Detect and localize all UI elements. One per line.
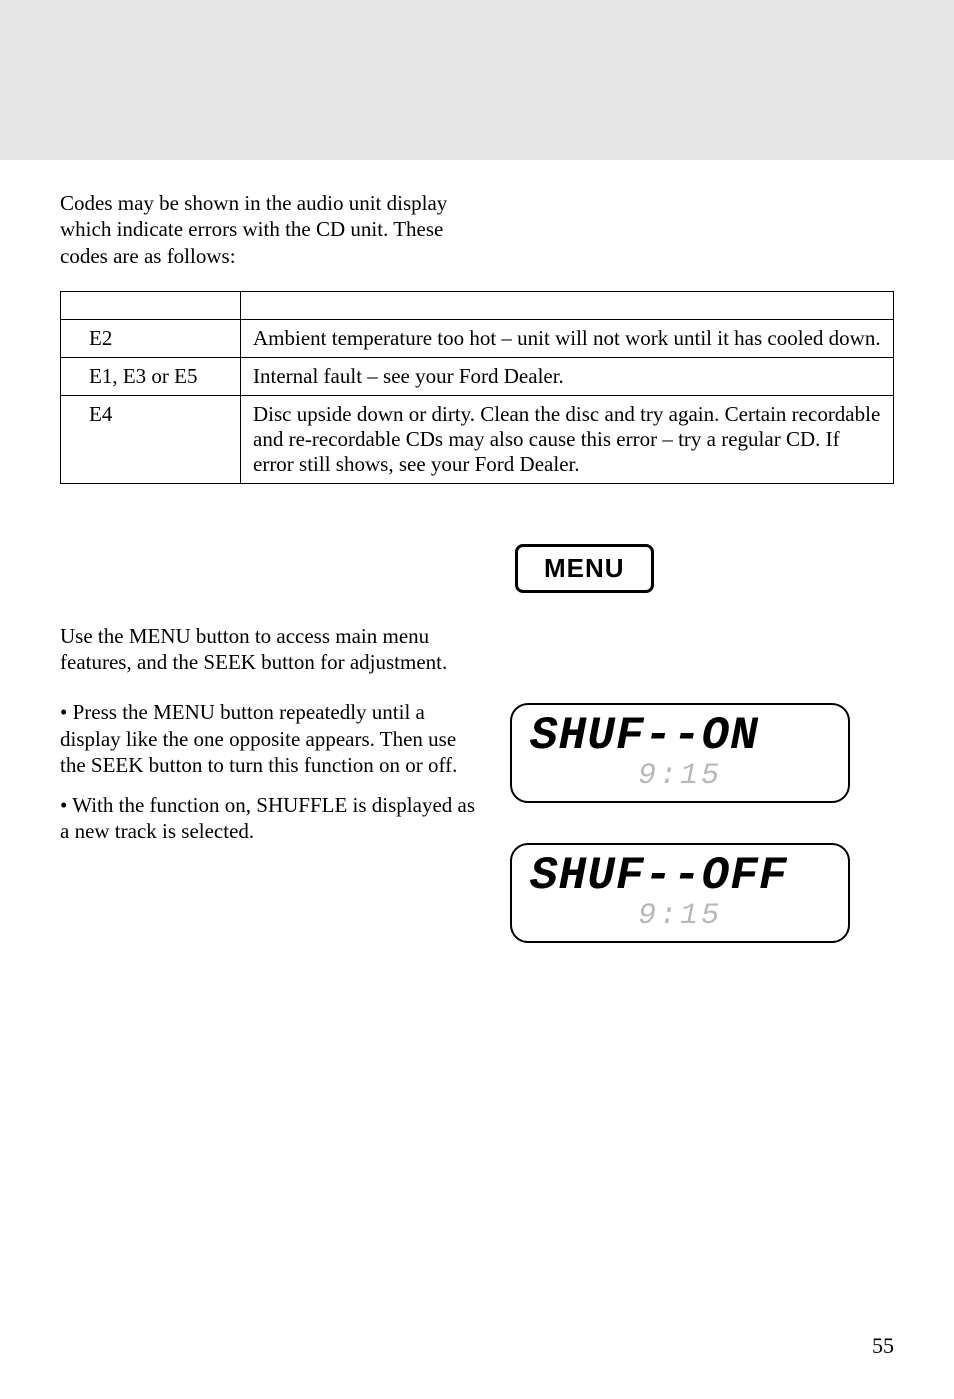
lcd-display-on: SHUF--ON 9:15 [510,703,850,803]
bullet-paragraph: • Press the MENU button repeatedly until… [60,699,480,778]
menu-button-row: MENU [60,544,894,593]
right-column: SHUF--ON 9:15 SHUF--OFF 9:15 [510,699,894,943]
error-description: Internal fault – see your Ford Dealer. [241,357,894,395]
lcd-display-off: SHUF--OFF 9:15 [510,843,850,943]
lcd-time-text: 9:15 [530,761,830,791]
two-column-section: • Press the MENU button repeatedly until… [60,699,894,943]
error-description: Ambient temperature too hot – unit will … [241,319,894,357]
left-column: • Press the MENU button repeatedly until… [60,699,480,858]
page-content: Codes may be shown in the audio unit dis… [0,160,954,943]
table-header-desc [241,291,894,319]
page-number: 55 [872,1333,894,1359]
error-codes-table: E2 Ambient temperature too hot – unit wi… [60,291,894,484]
lcd-main-text: SHUF--ON [530,713,830,759]
error-code: E2 [61,319,241,357]
header-band [0,0,954,160]
error-code: E1, E3 or E5 [61,357,241,395]
error-description: Disc upside down or dirty. Clean the dis… [241,395,894,483]
menu-button[interactable]: MENU [515,544,654,593]
lcd-main-text: SHUF--OFF [530,853,830,899]
table-row: E2 Ambient temperature too hot – unit wi… [61,319,894,357]
menu-paragraph: Use the MENU button to access main menu … [60,623,460,676]
error-code: E4 [61,395,241,483]
lcd-time-text: 9:15 [530,901,830,931]
bullet-paragraph: • With the function on, SHUFFLE is displ… [60,792,480,845]
table-row: E4 Disc upside down or dirty. Clean the … [61,395,894,483]
intro-paragraph: Codes may be shown in the audio unit dis… [60,190,460,269]
table-row: E1, E3 or E5 Internal fault – see your F… [61,357,894,395]
table-header-code [61,291,241,319]
table-header-row [61,291,894,319]
